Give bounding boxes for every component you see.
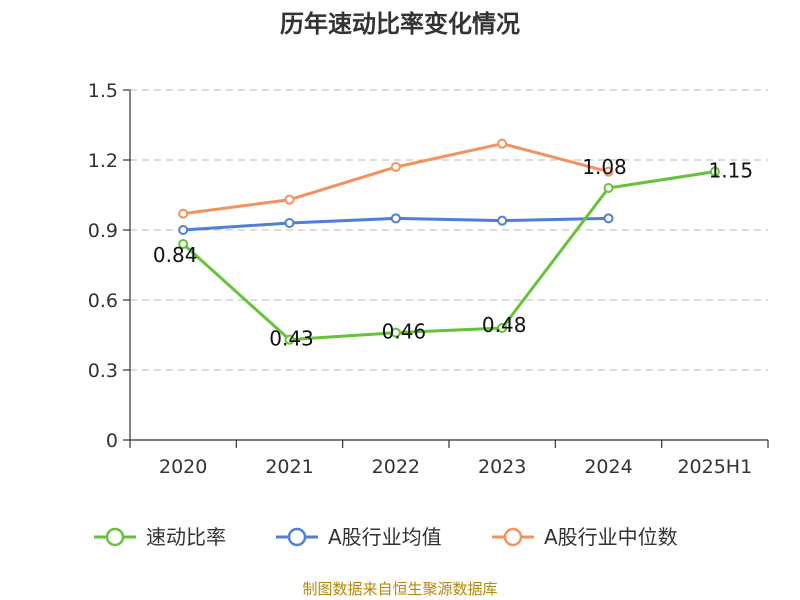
series-line [182, 142, 609, 216]
legend-marker [105, 527, 125, 547]
x-tick-label: 2025H1 [677, 456, 752, 478]
data-label: 0.46 [382, 320, 427, 344]
data-point [497, 215, 508, 226]
data-point [497, 323, 508, 333]
x-tick-label: 2024 [584, 456, 632, 478]
data-point [284, 194, 295, 205]
y-tick-label: 0.3 [88, 360, 118, 382]
data-point [284, 334, 295, 345]
legend-item[interactable]: A股行业均值 [276, 525, 442, 549]
data-point [390, 162, 401, 172]
y-tick-label: 0 [106, 430, 118, 452]
source-note: 制图数据来自恒生聚源数据库 [302, 580, 497, 598]
data-point [603, 213, 614, 224]
y-tick-label: 1.5 [88, 80, 118, 102]
y-tick-label: 0.6 [88, 290, 118, 312]
legend-marker [287, 527, 307, 547]
legend-label: 速动比率 [146, 525, 226, 549]
series-line [182, 170, 716, 342]
data-labels: 0.84 0.43 0.46 0.48 1.08 1.15 [153, 155, 753, 351]
data-point [497, 138, 508, 149]
data-label: 0.84 [153, 243, 198, 267]
data-point [709, 166, 720, 177]
x-tick-label: 2021 [265, 456, 313, 478]
chart-title: 历年速动比率变化情况 [280, 10, 520, 38]
grid [130, 89, 768, 371]
data-label: 0.43 [269, 327, 314, 351]
data-point [603, 166, 614, 177]
data-point [178, 208, 189, 219]
legend-label: A股行业均值 [328, 525, 442, 549]
data-point [603, 183, 614, 193]
x-tick-label: 2023 [478, 456, 526, 478]
x-tick-label: 2022 [372, 456, 420, 478]
data-point [390, 327, 401, 338]
data-point [390, 213, 401, 224]
legend-item[interactable]: A股行业中位数 [492, 525, 678, 549]
data-point [284, 218, 295, 228]
axes: 0 0.3 0.6 0.9 1.2 1.5 2020 2021 2022 2023 2024 2025… [88, 80, 769, 478]
legend-marker [503, 527, 523, 547]
legend-item[interactable]: 速动比率 [94, 525, 226, 549]
x-tick-label: 2020 [159, 456, 207, 478]
data-point [178, 225, 189, 235]
data-point [178, 239, 189, 249]
legend[interactable]: 速动比率 A股行业均值 A股行业中位数 [94, 525, 678, 549]
data-label: 1.15 [709, 159, 754, 183]
data-label: 0.48 [482, 313, 527, 337]
data-label: 1.08 [582, 155, 627, 179]
series-lines [178, 138, 720, 345]
y-tick-label: 0.9 [88, 220, 118, 242]
y-tick-label: 1.2 [88, 150, 118, 172]
legend-label: A股行业中位数 [544, 525, 678, 549]
